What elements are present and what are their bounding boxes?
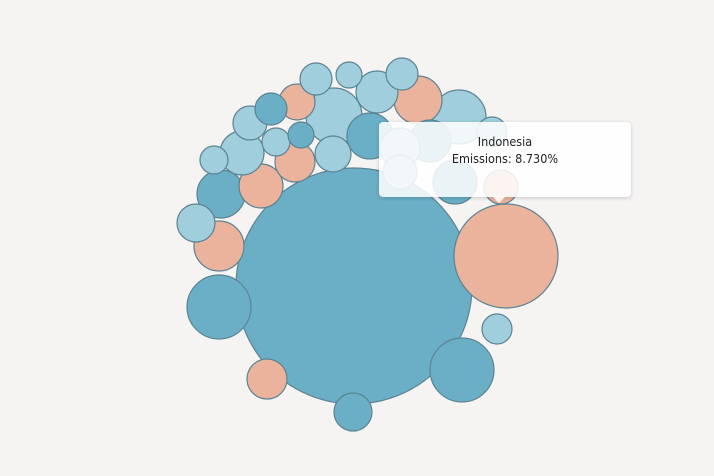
bubble[interactable]	[199, 145, 229, 175]
bubble[interactable]	[287, 121, 315, 149]
bubble[interactable]	[254, 92, 288, 126]
bubble[interactable]	[453, 203, 559, 309]
bubble[interactable]	[314, 135, 352, 173]
bubble[interactable]	[186, 274, 252, 340]
bubble[interactable]	[429, 337, 495, 403]
tooltip-pointer	[492, 196, 506, 203]
bubble[interactable]	[335, 61, 363, 89]
bubble[interactable]	[385, 57, 419, 91]
tooltip-country: Indonesia	[477, 134, 533, 149]
bubble[interactable]	[333, 392, 373, 432]
tooltip-emissions: Emissions: 8.730%	[451, 151, 559, 166]
bubble[interactable]	[299, 62, 333, 96]
bubble[interactable]	[176, 203, 216, 243]
tooltip: Indonesia Emissions: 8.730%	[379, 122, 631, 197]
bubble[interactable]	[481, 313, 513, 345]
bubble[interactable]	[261, 127, 291, 157]
bubble[interactable]	[246, 358, 288, 400]
